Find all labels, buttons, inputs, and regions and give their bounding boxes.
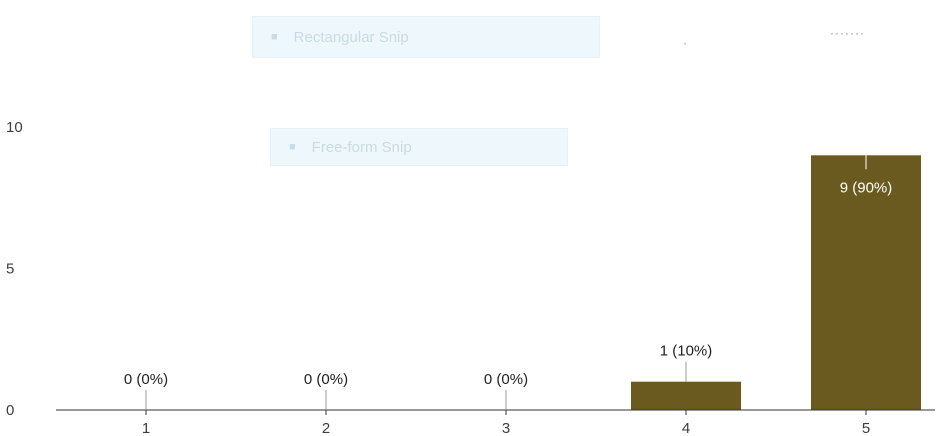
data-label: 9 (90%) [840, 179, 893, 196]
rectangular-snip-label: Rectangular Snip [293, 28, 409, 46]
x-tick-label: 5 [862, 420, 870, 436]
bar [631, 381, 741, 410]
y-tick-label: 5 [6, 261, 14, 278]
bar [811, 155, 921, 410]
snip-icon: ■ [289, 141, 296, 153]
decorative-speck: ······· [830, 26, 865, 40]
rectangular-snip-overlay: ■ Rectangular Snip [252, 16, 600, 58]
data-label: 1 (10%) [660, 343, 713, 360]
x-tick-label: 2 [322, 420, 330, 436]
data-label: 0 (0%) [304, 371, 348, 388]
data-label: 0 (0%) [484, 371, 528, 388]
y-tick-label: 10 [6, 119, 23, 136]
freeform-snip-overlay: ■ Free-form Snip [270, 128, 568, 166]
y-tick-label: 0 [6, 402, 14, 419]
decorative-speck: · [683, 36, 687, 50]
x-tick-label: 4 [682, 420, 690, 436]
data-label: 0 (0%) [124, 371, 168, 388]
freeform-snip-label: Free-form Snip [311, 138, 412, 156]
x-tick-label: 3 [502, 420, 510, 436]
snip-icon: ■ [271, 31, 278, 43]
x-tick-label: 1 [142, 420, 150, 436]
